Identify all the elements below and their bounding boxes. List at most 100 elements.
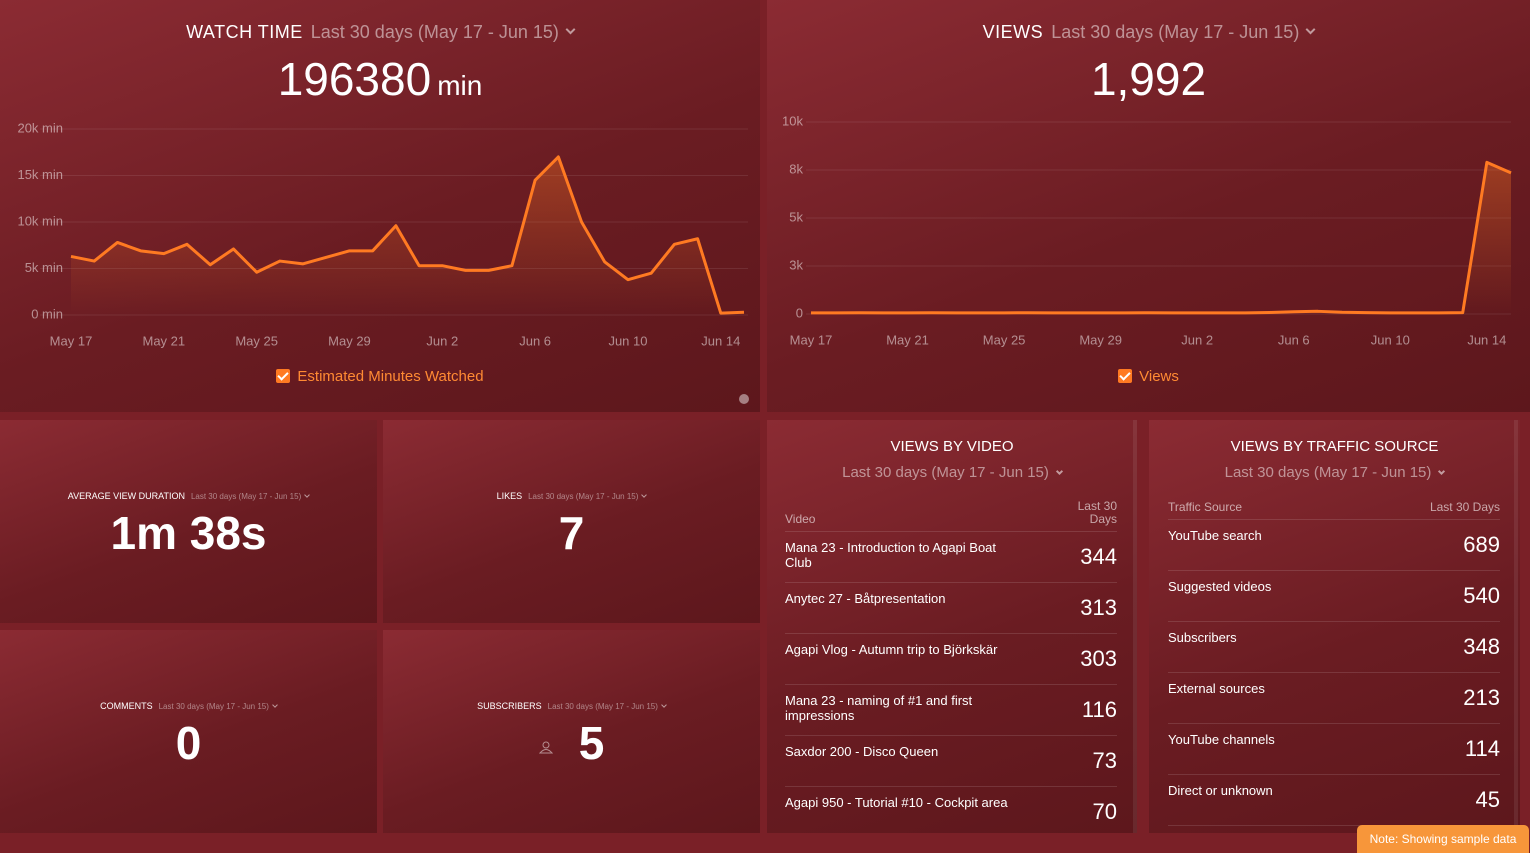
data-table: Video Last 30 Days Mana 23 - Introduction … (785, 500, 1117, 833)
metric-widget: COMMENTS Last 30 days (May 17 - Jun 15) 0 (0, 630, 377, 833)
x-tick-label: Jun 6 (1278, 332, 1310, 347)
period-dropdown[interactable]: Last 30 days (May 17 - Jun 15) (191, 492, 311, 501)
chevron (272, 702, 278, 708)
kpi-value: 1,992 (1090, 53, 1207, 105)
table-title: VIEWS BY VIDEO (890, 438, 1014, 455)
widget-value: 1m 38s (0, 506, 377, 560)
y-tick-label: 10k (782, 113, 803, 128)
period-dropdown[interactable]: Last 30 days (May 17 - Jun 15) (1225, 464, 1446, 481)
period-dropdown[interactable]: Last 30 days (May 17 - Jun 15) (842, 464, 1063, 481)
sample-data-note: Note: Showing sample data (1357, 825, 1529, 853)
row-value: 116 (1057, 684, 1117, 736)
area-fill (811, 162, 1511, 314)
widget-number: 5 (578, 717, 605, 769)
table-row: Mana 23 - Introduction to Agapi Boat Clu… (785, 531, 1117, 583)
table-row: Suggested videos 540 (1168, 570, 1500, 622)
y-tick-label: 5k min (25, 260, 63, 275)
row-value: 313 (1057, 582, 1117, 634)
table-row: Direct or unknown 45 (1168, 774, 1500, 826)
widget-header: AVERAGE VIEW DURATION Last 30 days (May 1… (0, 486, 377, 504)
column-header: Last 30 Days (1057, 500, 1117, 532)
row-label: Mana 23 - Introduction to Agapi Boat Clu… (785, 531, 1057, 583)
x-tick-label: Jun 6 (519, 333, 551, 348)
line-chart: 0 3k 5k 8k 10k May 17 May 21 May 25 May 29 Jun 2 J… (782, 113, 1512, 347)
header-row: Traffic Source Last 30 Days (1168, 500, 1500, 520)
row-label: Subscribers (1168, 621, 1380, 673)
y-tick-label: 10k min (17, 213, 63, 228)
x-tick-label: Jun 14 (1467, 332, 1506, 347)
row-label: Agapi 950 - Tutorial #10 - Cockpit area (785, 786, 1057, 833)
x-tick-label: May 17 (50, 333, 93, 348)
legend-checkbox (276, 369, 291, 383)
row-value: 348 (1380, 621, 1500, 673)
y-tick-label: 8k (789, 161, 803, 176)
row-label: Direct or unknown (1168, 774, 1380, 826)
period-dropdown[interactable]: Last 30 days (May 17 - Jun 15) (548, 702, 667, 711)
area-fill (71, 156, 744, 315)
row-label: Saxdor 200 - Disco Queen (785, 735, 1057, 787)
scrollbar (1133, 420, 1137, 833)
y-tick-label: 0 (796, 305, 803, 320)
x-tick-label: Jun 14 (701, 333, 740, 348)
table-row: Agapi 950 - Tutorial #10 - Cockpit area 7… (785, 786, 1117, 833)
table-row: Anytec 27 - Båtpresentation 313 (785, 582, 1117, 634)
column-header: Traffic Source (1168, 500, 1380, 520)
period-dropdown[interactable]: Last 30 days (May 17 - Jun 15) (528, 492, 648, 501)
chevron (1055, 467, 1063, 476)
chart-header: WATCH TIME Last 30 days (May 17 - Jun 15) (0, 22, 760, 43)
legend-item[interactable]: Estimated Minutes Watched (0, 368, 760, 385)
widget-header: COMMENTS Last 30 days (May 17 - Jun 15) (0, 696, 377, 714)
info-icon (739, 394, 749, 404)
x-tick-label: Jun 2 (426, 333, 458, 348)
column-header: Last 30 Days (1380, 500, 1500, 520)
legend-label: Estimated Minutes Watched (297, 368, 484, 385)
metric-widget: AVERAGE VIEW DURATION Last 30 days (May 1… (0, 420, 377, 623)
chart-panel: WATCH TIME Last 30 days (May 17 - Jun 15)… (0, 0, 760, 412)
row-label: Suggested videos (1168, 570, 1380, 622)
x-tick-label: May 21 (886, 332, 929, 347)
widget-title: SUBSCRIBERS (477, 701, 542, 711)
row-label: Agapi Vlog - Autumn trip to Björkskär (785, 633, 1057, 685)
x-tick-label: Jun 2 (1181, 332, 1213, 347)
chart-title: WATCH TIME (186, 22, 303, 42)
widget-title: LIKES (496, 491, 523, 501)
period-row: Last 30 days (May 17 - Jun 15) (1149, 464, 1520, 482)
widget-number: 1m 38s (110, 507, 267, 559)
chevron (304, 492, 311, 498)
kpi-unit: min (437, 70, 483, 101)
chevron (641, 492, 648, 498)
widget-header: LIKES Last 30 days (May 17 - Jun 15) (383, 486, 760, 504)
legend-item[interactable]: Views (767, 368, 1530, 385)
widget-title: AVERAGE VIEW DURATION (67, 491, 185, 501)
x-tick-label: May 29 (1079, 332, 1122, 347)
row-value: 303 (1057, 633, 1117, 685)
x-tick-label: Jun 10 (608, 333, 647, 348)
row-label: Anytec 27 - Båtpresentation (785, 582, 1057, 634)
widget-header: SUBSCRIBERS Last 30 days (May 17 - Jun 15… (383, 696, 760, 714)
y-tick-label: 5k (789, 209, 803, 224)
chevron (661, 702, 667, 708)
metric-widget: SUBSCRIBERS Last 30 days (May 17 - Jun 15… (383, 630, 760, 833)
row-value: 114 (1380, 723, 1500, 775)
table-panel: VIEWS BY TRAFFIC SOURCE Last 30 days (May… (1149, 420, 1520, 833)
period-dropdown[interactable]: Last 30 days (May 17 - Jun 15) (159, 702, 278, 711)
x-tick-label: May 25 (983, 332, 1026, 347)
table-row: YouTube channels 114 (1168, 723, 1500, 775)
table-row: Saxdor 200 - Disco Queen 73 (785, 735, 1117, 787)
row-value: 540 (1380, 570, 1500, 622)
row-label: External sources (1168, 672, 1380, 724)
table-panel: VIEWS BY VIDEO Last 30 days (May 17 - Jun… (767, 420, 1137, 833)
period-dropdown[interactable]: Last 30 days (May 17 - Jun 15) (1051, 22, 1316, 42)
table-row: Subscribers 348 (1168, 621, 1500, 673)
line-chart: 0 min 5k min 10k min 15k min 20k min May 17 Ma… (17, 120, 749, 404)
series-line (70, 155, 745, 315)
period-dropdown[interactable]: Last 30 days (May 17 - Jun 15) (311, 22, 576, 42)
y-tick-label: 20k min (17, 120, 63, 135)
table-row: External sources 213 (1168, 672, 1500, 724)
chart-header: VIEWS Last 30 days (May 17 - Jun 15) (767, 22, 1530, 43)
row-value: 45 (1380, 774, 1500, 826)
y-tick-label: 15k min (17, 167, 63, 182)
row-value: 70 (1057, 786, 1117, 833)
row-label: Mana 23 - naming of #1 and first impress… (785, 684, 1057, 736)
